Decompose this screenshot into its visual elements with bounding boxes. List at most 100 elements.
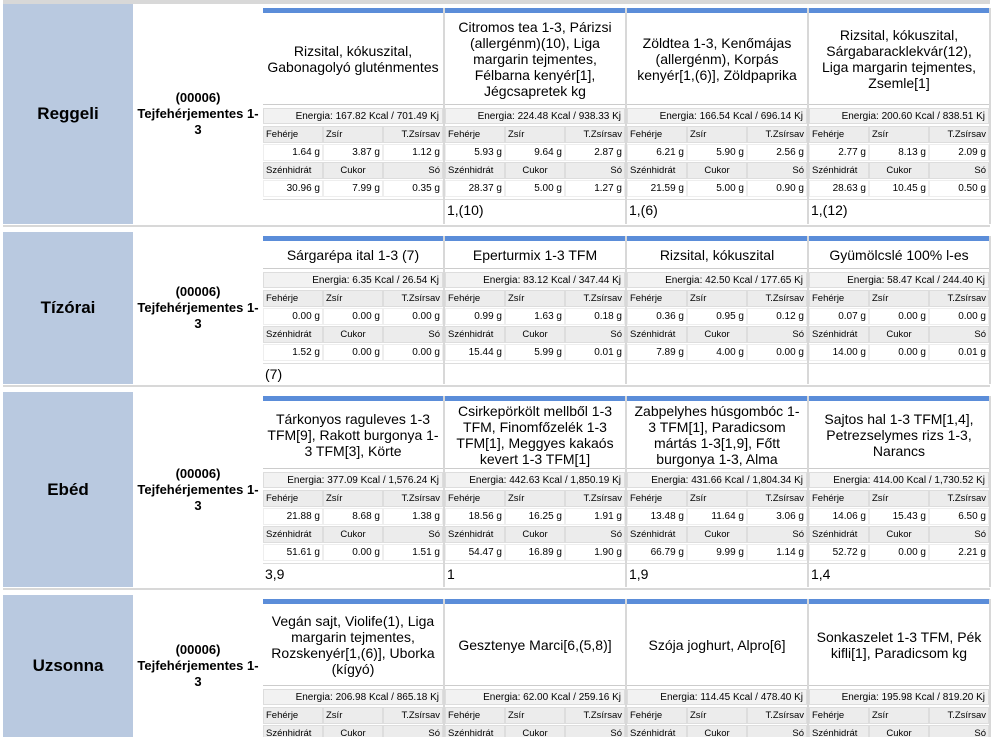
- nutrient-label: Fehérje: [445, 126, 505, 143]
- nutrient-label: T.Zsírsav: [747, 290, 807, 307]
- column-separator: [443, 236, 445, 384]
- nutrient-value: 1.52 g: [263, 344, 323, 361]
- nutrient-value: 0.99 g: [445, 308, 505, 325]
- nutrient-label: Zsír: [869, 290, 929, 307]
- row-separator: [3, 225, 990, 227]
- nutrient-label: Zsír: [323, 707, 383, 724]
- nutrient-label: Fehérje: [809, 490, 869, 507]
- nutrient-value: 1.64 g: [263, 144, 323, 161]
- allergens: (7): [263, 363, 443, 384]
- energy: Energia: 114.45 Kcal / 478.40 Kj: [627, 689, 807, 705]
- nutrient-label: T.Zsírsav: [929, 126, 989, 143]
- menu-text: Zöldtea 1-3, Kenőmájas (allergénm), Korp…: [627, 13, 807, 105]
- column-separator: [989, 8, 991, 224]
- nutrient-value: 0.00 g: [929, 308, 989, 325]
- nutrient-value: 51.61 g: [263, 544, 323, 561]
- column-separator: [625, 599, 627, 737]
- allergens: 3,9: [263, 563, 443, 584]
- nutrient-value: 15.43 g: [869, 508, 929, 525]
- nutrient-label: Só: [383, 326, 443, 343]
- nutrient-label: Fehérje: [809, 707, 869, 724]
- nutrient-value: 0.00 g: [747, 344, 807, 361]
- nutrient-label: T.Zsírsav: [565, 490, 625, 507]
- menu-text: Szója joghurt, Alpro[6]: [627, 604, 807, 686]
- nutrient-label: Zsír: [505, 490, 565, 507]
- nutrient-label: Cukor: [869, 162, 929, 179]
- nutrient-value: 15.44 g: [445, 344, 505, 361]
- nutrient-label: T.Zsírsav: [747, 707, 807, 724]
- nutrient-label: Szénhidrát: [809, 526, 869, 543]
- nutrient-label: Zsír: [687, 126, 747, 143]
- nutrient-value: 2.56 g: [747, 144, 807, 161]
- energy: Energia: 167.82 Kcal / 701.49 Kj: [263, 108, 443, 124]
- nutrient-label: Só: [383, 526, 443, 543]
- menu-text: Sajtos hal 1-3 TFM[1,4], Petrezselymes r…: [809, 401, 989, 469]
- nutrient-label: T.Zsírsav: [929, 707, 989, 724]
- nutrient-label: Só: [747, 326, 807, 343]
- nutrient-value: 66.79 g: [627, 544, 687, 561]
- nutrient-value: 0.00 g: [323, 344, 383, 361]
- day-bar: [809, 599, 989, 604]
- column-separator: [625, 396, 627, 587]
- nutrient-label: Só: [565, 162, 625, 179]
- nutrient-value: 13.48 g: [627, 508, 687, 525]
- nutrient-label: Só: [929, 725, 989, 737]
- nutrient-label: Cukor: [869, 326, 929, 343]
- column-separator: [807, 236, 809, 384]
- nutrient-label: T.Zsírsav: [565, 707, 625, 724]
- energy: Energia: 224.48 Kcal / 938.33 Kj: [445, 108, 625, 124]
- nutrient-value: 1.27 g: [565, 180, 625, 197]
- nutrient-label: Szénhidrát: [445, 162, 505, 179]
- nutrient-label: Só: [565, 725, 625, 737]
- nutrient-value: 0.01 g: [929, 344, 989, 361]
- allergens: 1,(12): [809, 199, 989, 220]
- nutrient-value: 18.56 g: [445, 508, 505, 525]
- nutrient-label: Fehérje: [263, 707, 323, 724]
- nutrient-value: 54.47 g: [445, 544, 505, 561]
- nutrient-value: 21.59 g: [627, 180, 687, 197]
- nutrient-value: 0.00 g: [869, 344, 929, 361]
- nutrient-value: 4.00 g: [687, 344, 747, 361]
- menu-text: Vegán sajt, Violife(1), Liga margarin te…: [263, 604, 443, 686]
- nutrient-label: Szénhidrát: [627, 326, 687, 343]
- menu-text: Tárkonyos raguleves 1-3 TFM[9], Rakott b…: [263, 401, 443, 469]
- nutrient-value: 2.09 g: [929, 144, 989, 161]
- energy: Energia: 206.98 Kcal / 865.18 Kj: [263, 689, 443, 705]
- nutrient-value: 11.64 g: [687, 508, 747, 525]
- nutrient-value: 16.89 g: [505, 544, 565, 561]
- energy: Energia: 195.98 Kcal / 819.20 Kj: [809, 689, 989, 705]
- nutrient-label: Fehérje: [809, 126, 869, 143]
- nutrient-value: 6.21 g: [627, 144, 687, 161]
- nutrient-label: Cukor: [505, 725, 565, 737]
- nutrient-value: 5.00 g: [687, 180, 747, 197]
- nutrient-label: Szénhidrát: [627, 526, 687, 543]
- nutrient-value: 0.00 g: [869, 544, 929, 561]
- nutrient-label: Cukor: [323, 326, 383, 343]
- nutrient-label: Fehérje: [263, 126, 323, 143]
- nutrient-label: Zsír: [505, 290, 565, 307]
- nutrient-value: 16.25 g: [505, 508, 565, 525]
- allergens: [263, 199, 443, 220]
- nutrient-value: 0.95 g: [687, 308, 747, 325]
- nutrient-value: 14.00 g: [809, 344, 869, 361]
- nutrient-value: 1.38 g: [383, 508, 443, 525]
- column-separator: [989, 396, 991, 587]
- day-bar: [445, 396, 625, 401]
- nutrient-label: Szénhidrát: [263, 725, 323, 737]
- menu-text: Sárgarépa ital 1-3 (7): [263, 241, 443, 269]
- nutrient-label: Só: [929, 526, 989, 543]
- column-separator: [807, 599, 809, 737]
- nutrient-label: Fehérje: [809, 290, 869, 307]
- allergens: 1,9: [627, 563, 807, 584]
- nutrient-value: 1.14 g: [747, 544, 807, 561]
- nutrient-label: Szénhidrát: [445, 326, 505, 343]
- menu-text: Gyümölcslé 100% l-es: [809, 241, 989, 269]
- column-separator: [989, 236, 991, 384]
- allergens: [809, 363, 989, 384]
- nutrient-value: 14.06 g: [809, 508, 869, 525]
- nutrient-label: Cukor: [687, 725, 747, 737]
- energy: Energia: 6.35 Kcal / 26.54 Kj: [263, 272, 443, 288]
- nutrient-value: 0.18 g: [565, 308, 625, 325]
- row-separator: [3, 385, 990, 387]
